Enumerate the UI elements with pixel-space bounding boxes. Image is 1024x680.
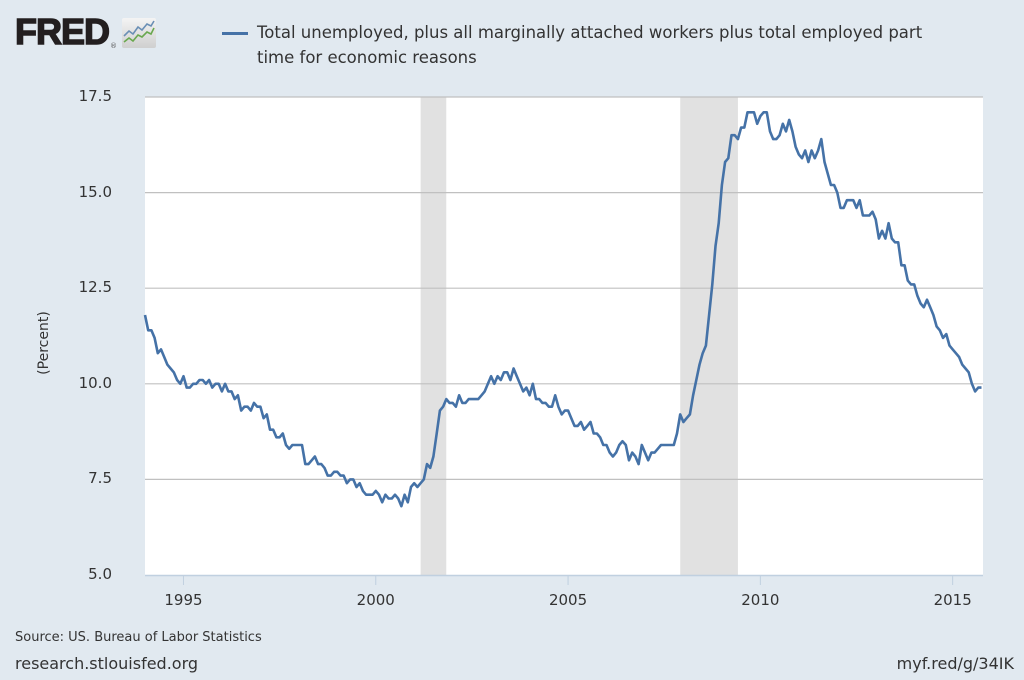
legend-label: Total unemployed, plus all marginally at… [257,23,923,67]
x-tick-label: 2005 [548,591,588,609]
y-tick-label: 15.0 [78,182,112,201]
y-tick-label: 17.5 [78,87,112,105]
x-tick-label: 2000 [356,591,395,609]
plot-background [145,97,983,575]
x-tick-label: 1995 [164,591,203,609]
site-link[interactable]: research.stlouisfed.org [15,654,199,673]
fred-logo: FRED ® [14,11,156,52]
source-note: Source: US. Bureau of Labor Statistics [15,630,262,645]
short-link[interactable]: myf.red/g/34IK [896,654,1014,673]
x-tick-label: 2015 [933,591,972,609]
recession-band [680,97,738,575]
chart-logo-icon [122,18,156,48]
recession-band [420,97,447,575]
y-axis-ticks: 5.0 7.5 10.0 12.5 15.0 17.5 [60,0,112,680]
x-tick-label: 2010 [741,591,780,609]
logo-registered-mark: ® [110,42,117,50]
logo-text: FRED [14,11,110,52]
y-tick-label: 7.5 [88,469,112,488]
data-series-line [143,111,982,508]
chart-legend: Total unemployed, plus all marginally at… [222,20,957,70]
y-tick-label: 5.0 [88,565,112,583]
y-tick-label: 10.0 [78,373,112,392]
legend-line-swatch [222,32,248,35]
y-tick-label: 12.5 [78,278,112,297]
